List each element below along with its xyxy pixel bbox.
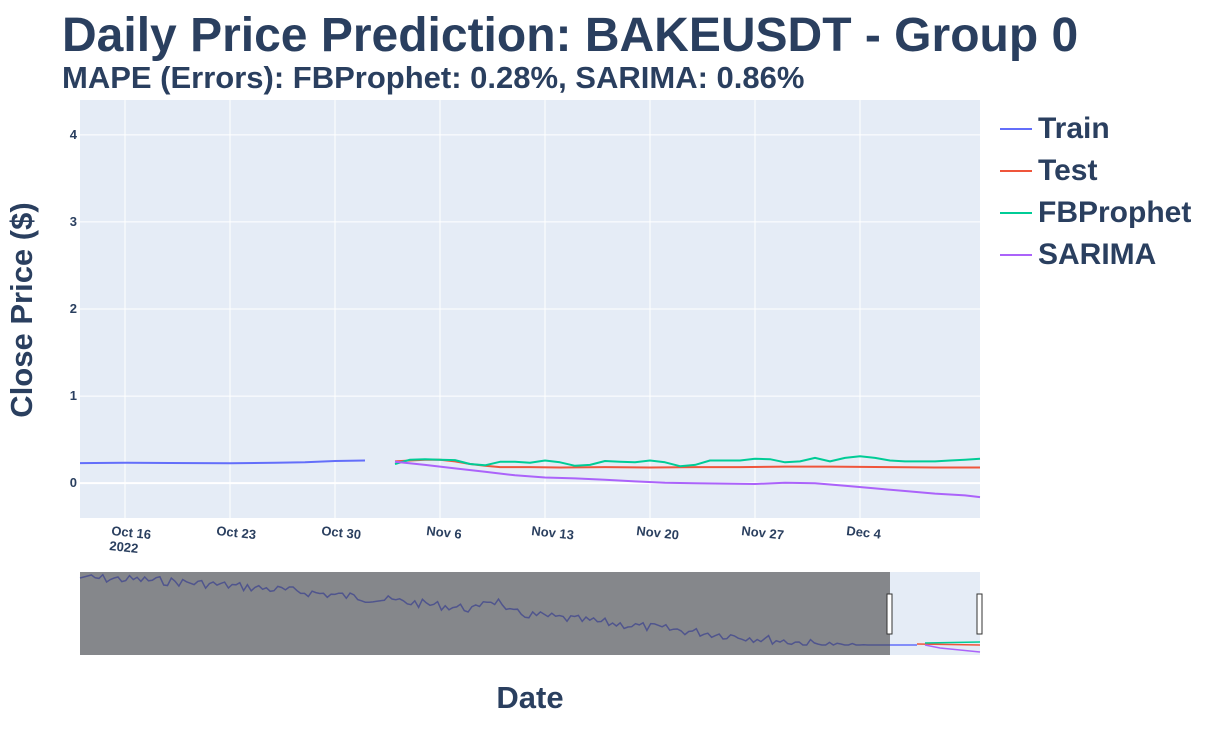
legend-label: Train	[1038, 112, 1110, 145]
y-tick-label: 0	[70, 475, 77, 490]
legend-swatch	[1000, 254, 1032, 256]
x-tick-label: Nov 6	[426, 523, 463, 542]
legend-item-train[interactable]: Train	[1000, 108, 1191, 150]
x-tick-label: Oct 30	[321, 523, 362, 542]
legend-item-test[interactable]: Test	[1000, 150, 1191, 192]
series-line-fbprophet	[394, 455, 981, 468]
x-tick-label: Nov 27	[741, 523, 785, 542]
series-line-train	[79, 459, 366, 465]
legend-item-sarima[interactable]: SARIMA	[1000, 234, 1191, 276]
x-axis-label: Date	[496, 680, 564, 715]
chart-subtitle: MAPE (Errors): FBProphet: 0.28%, SARIMA:…	[62, 60, 805, 95]
y-tick-label: 1	[70, 388, 77, 403]
legend-label: Test	[1038, 154, 1098, 187]
legend-item-fbprophet[interactable]: FBProphet	[1000, 192, 1191, 234]
y-tick-label: 3	[70, 214, 77, 229]
series-line-sarima	[394, 460, 981, 499]
x-tick-label: Dec 4	[846, 523, 883, 542]
y-tick-label: 4	[70, 127, 78, 142]
rangeslider-fbprophet-line	[924, 641, 981, 644]
x-tick-label: Nov 13	[531, 523, 575, 542]
legend-swatch	[1000, 170, 1032, 172]
y-tick-label: 2	[70, 301, 77, 316]
legend-label: FBProphet	[1038, 196, 1192, 229]
x-tick-label: Oct 16	[111, 523, 152, 542]
rangeslider-right-handle[interactable]	[976, 593, 983, 635]
chart-title: Daily Price Prediction: BAKEUSDT - Group…	[62, 9, 1079, 62]
rangeslider-mask	[80, 572, 890, 655]
x-tick-label: Oct 23	[216, 523, 257, 542]
x-tick-label: Nov 20	[636, 523, 680, 542]
legend: Train Test FBProphet SARIMA	[1000, 108, 1191, 276]
rangeslider-left-handle[interactable]	[886, 593, 893, 635]
legend-swatch	[1000, 212, 1032, 214]
rangeslider-sarima-line	[924, 644, 981, 653]
rangeslider-test-line	[916, 643, 981, 646]
legend-label: SARIMA	[1038, 238, 1157, 271]
legend-swatch	[1000, 128, 1032, 130]
x-tick-year-label: 2022	[109, 538, 139, 556]
